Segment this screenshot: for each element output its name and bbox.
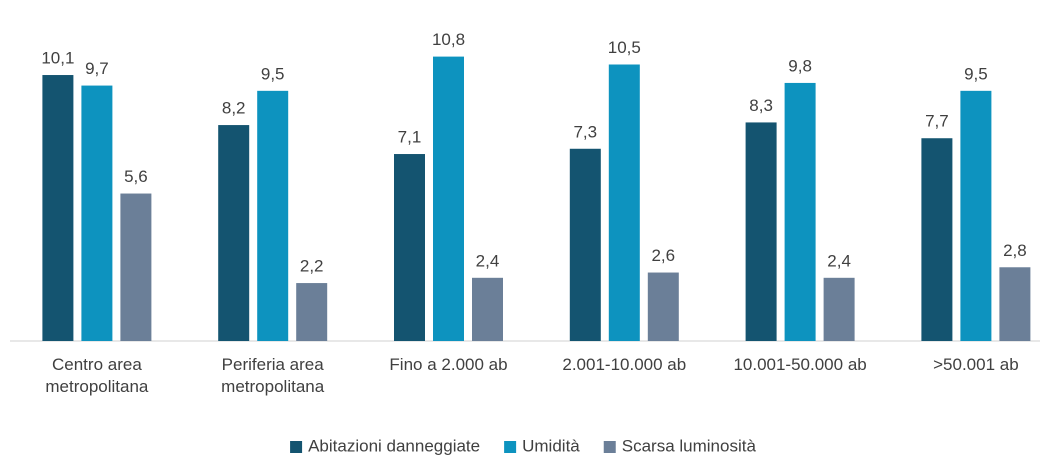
data-label: 7,1 — [398, 128, 422, 147]
bar — [784, 82, 816, 341]
legend: Abitazioni danneggiate Umidità Scarsa lumi… — [290, 436, 756, 455]
legend-swatch — [504, 441, 517, 453]
bar — [569, 148, 601, 341]
x-tick-label: Centro area metropolitana — [45, 355, 149, 396]
x-tick-label-box: Fino a 2.000 ab — [389, 355, 508, 374]
data-label: 2,2 — [300, 257, 324, 276]
data-label: 7,3 — [573, 122, 597, 141]
bar — [120, 193, 152, 341]
x-tick-label: 10.001-50.000 ab — [733, 355, 867, 374]
bar — [960, 90, 992, 341]
data-label: 9,7 — [85, 59, 109, 78]
x-tick-label: Fino a 2.000 ab — [389, 355, 508, 374]
bar — [823, 277, 855, 341]
bar — [81, 85, 113, 341]
bar — [921, 138, 953, 341]
bar — [433, 56, 464, 341]
legend-label: Abitazioni danneggiate — [308, 436, 480, 455]
legend-label: Scarsa luminosità — [622, 436, 757, 455]
data-label: 5,6 — [124, 167, 148, 186]
data-label: 2,6 — [651, 246, 675, 265]
data-label: 2,4 — [827, 251, 851, 270]
data-label: 2,4 — [476, 251, 500, 270]
bar — [394, 154, 425, 341]
bar — [472, 277, 503, 341]
data-label: 8,3 — [749, 96, 773, 115]
x-tick-label-box: Periferia area metropolitana — [221, 355, 325, 396]
x-tick-label: >50.001 ab — [933, 355, 1019, 374]
x-tick-label-box: 2.001-10.000 ab — [562, 355, 687, 374]
data-label: 10,8 — [432, 30, 465, 49]
x-tick-label-box: >50.001 ab — [933, 355, 1019, 374]
data-label: 10,5 — [608, 38, 641, 57]
bar — [257, 90, 289, 341]
data-label: 10,1 — [41, 49, 74, 68]
data-label: 8,2 — [222, 99, 246, 118]
x-tick-label-box: 10.001-50.000 ab — [733, 355, 867, 374]
data-label: 9,5 — [261, 64, 285, 83]
data-label: 9,5 — [964, 64, 988, 83]
x-tick-label: Periferia area metropolitana — [221, 355, 325, 396]
legend-swatch — [290, 441, 303, 453]
bar — [647, 272, 679, 341]
data-label: 9,8 — [788, 56, 812, 75]
data-label: 2,8 — [1003, 241, 1027, 260]
data-label: 7,7 — [925, 112, 949, 131]
bar — [999, 267, 1031, 341]
bar — [42, 75, 74, 342]
legend-label: Umidità — [522, 436, 580, 455]
bar — [745, 122, 777, 341]
x-tick-label-box: Centro area metropolitana — [45, 355, 149, 396]
bar — [296, 283, 328, 341]
bar — [608, 64, 640, 341]
x-tick-label: 2.001-10.000 ab — [562, 355, 687, 374]
legend-swatch — [603, 441, 616, 453]
bar — [218, 125, 250, 341]
